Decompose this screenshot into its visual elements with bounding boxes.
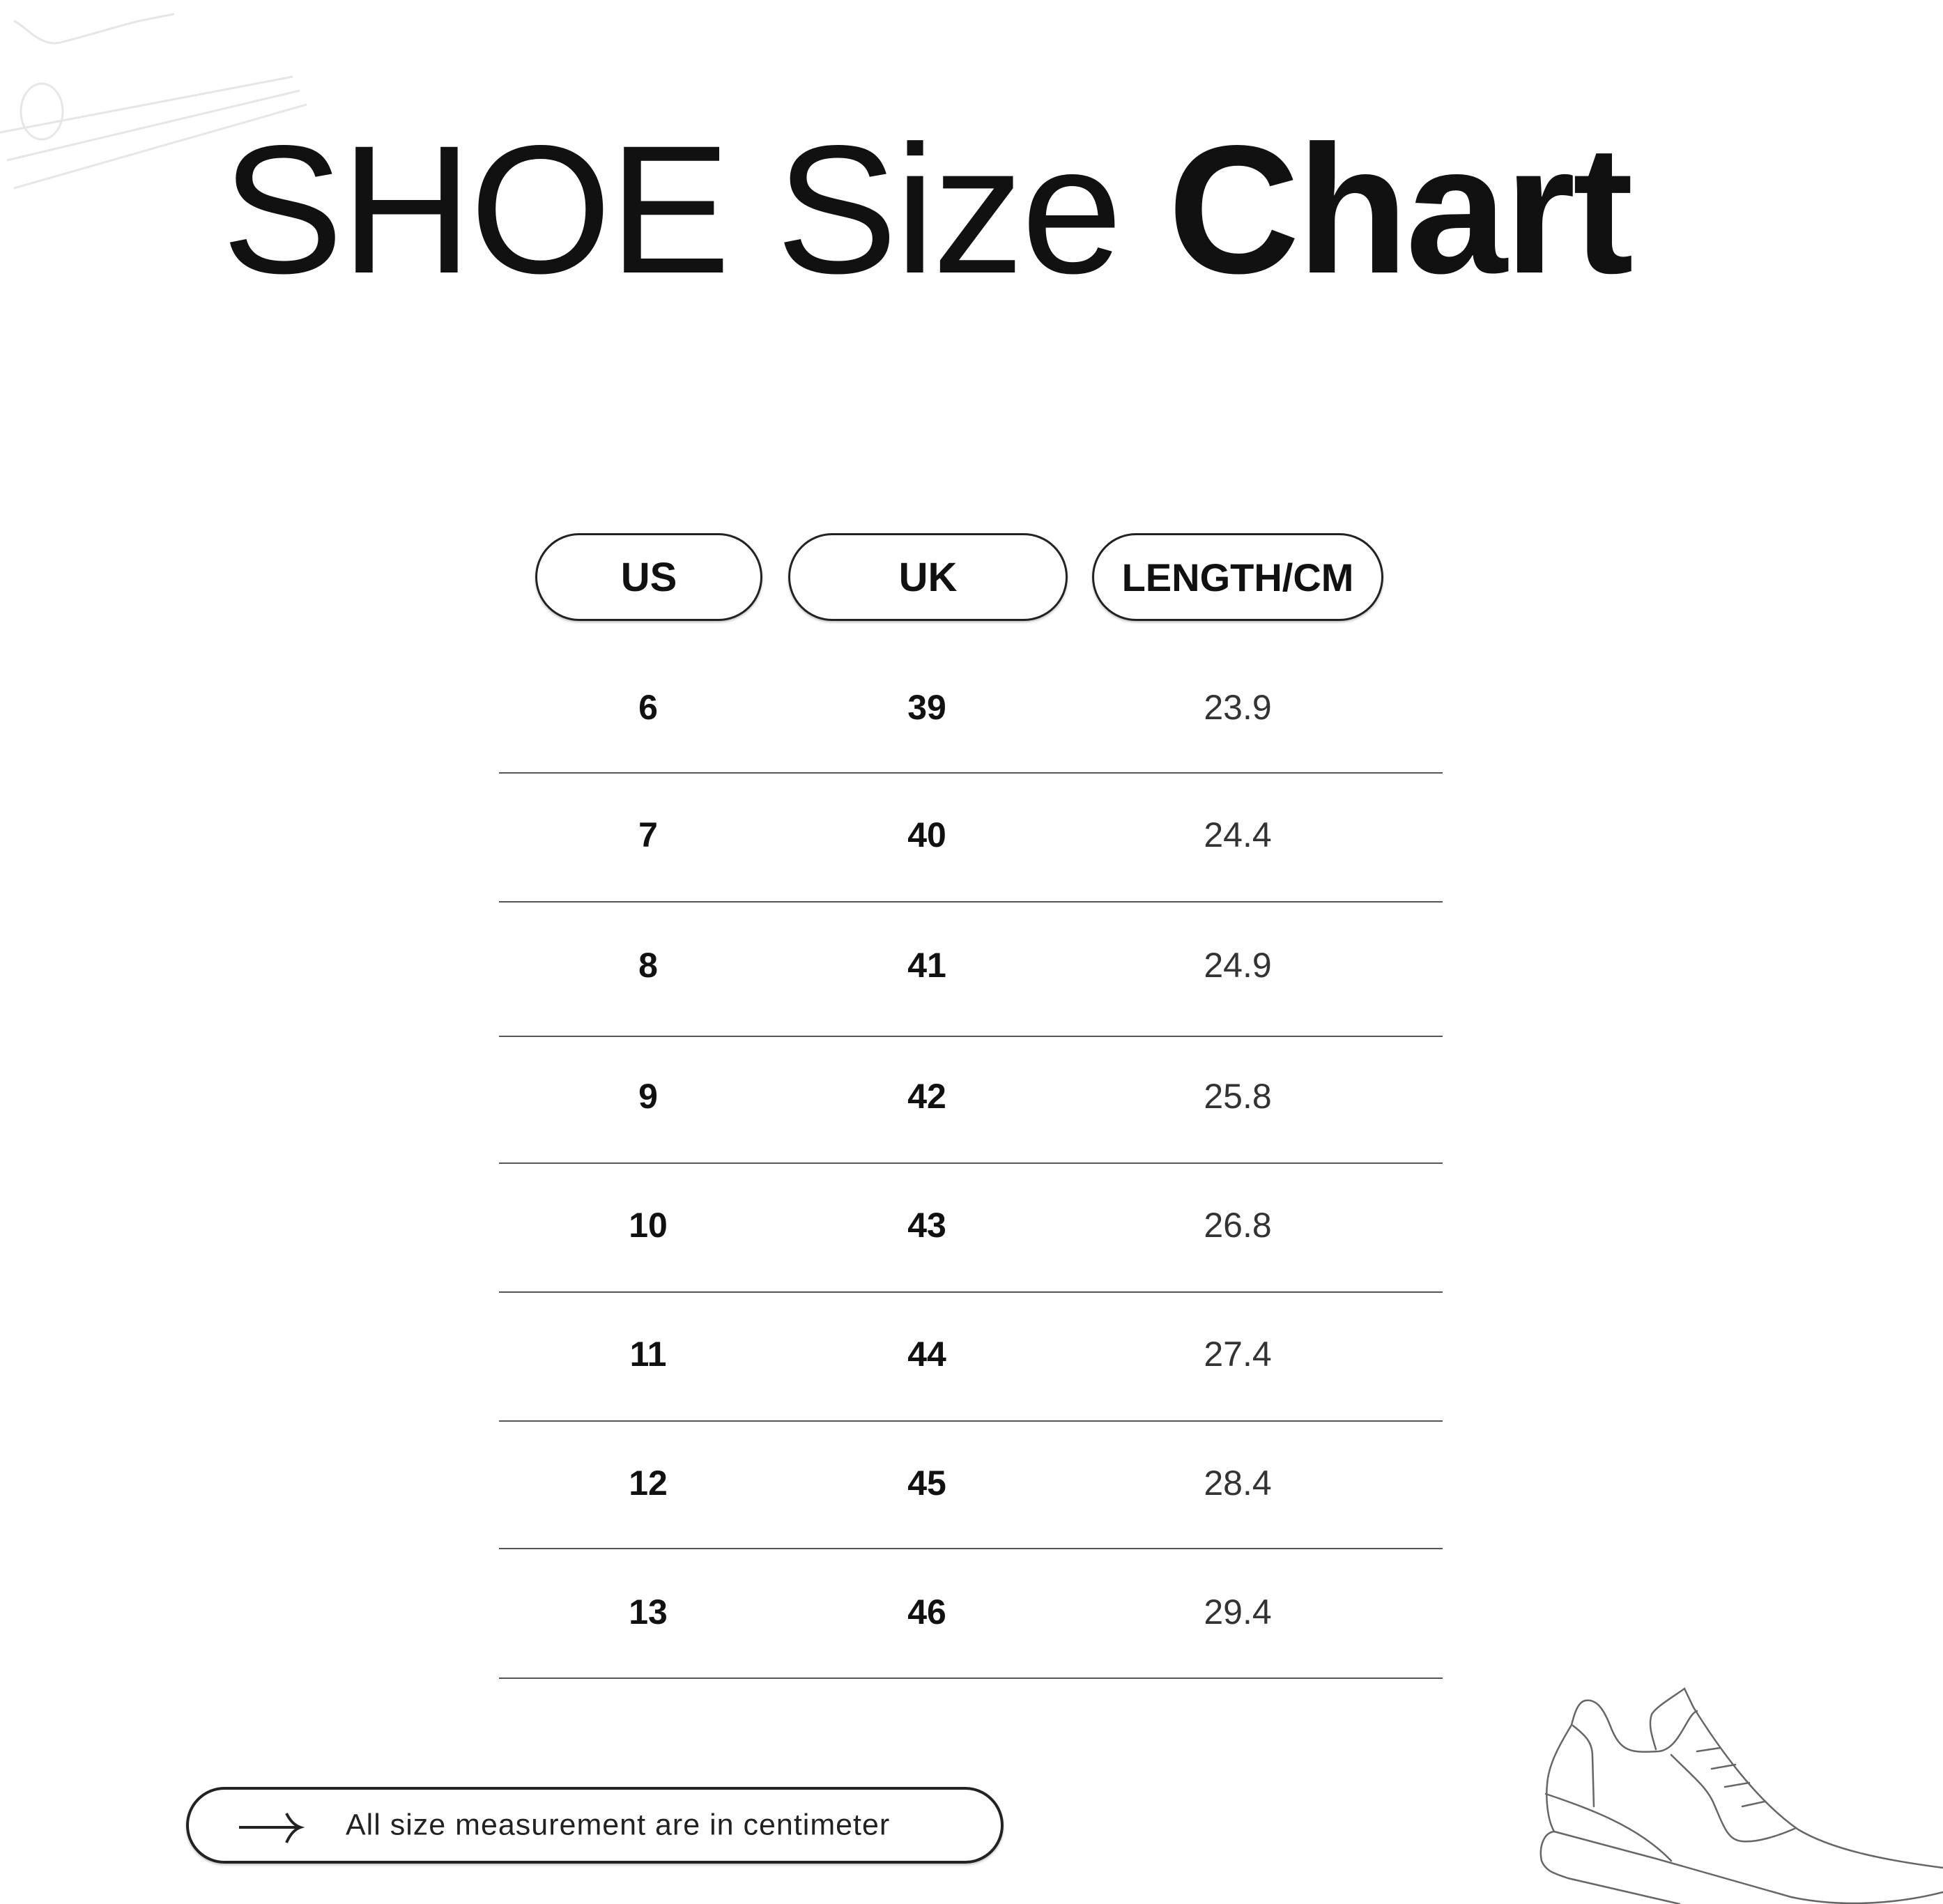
title-bold: Chart	[1167, 107, 1634, 312]
cell-length: 26.8	[1204, 1206, 1272, 1245]
row-divider	[499, 1420, 1443, 1422]
cell-uk: 40	[907, 815, 946, 854]
cell-us: 7	[638, 815, 658, 854]
sneaker-outline-icon	[1539, 1687, 1943, 1904]
cell-uk: 43	[907, 1206, 946, 1245]
cell-length: 25.8	[1204, 1077, 1272, 1116]
cell-length: 23.9	[1204, 688, 1272, 727]
cell-uk: 39	[907, 688, 946, 727]
row-divider	[499, 1677, 1443, 1679]
page-title: SHOE Size Chart	[222, 118, 1634, 301]
cell-us: 10	[629, 1206, 668, 1245]
cell-length: 24.4	[1204, 815, 1272, 854]
row-divider	[499, 1036, 1443, 1037]
row-divider	[499, 901, 1443, 903]
cell-uk: 41	[907, 946, 946, 985]
cell-us: 13	[629, 1592, 668, 1632]
cell-length: 29.4	[1204, 1592, 1272, 1632]
faint-sneaker-outline-icon	[0, 13, 307, 190]
cell-us: 11	[629, 1335, 667, 1374]
row-divider	[499, 772, 1443, 774]
title-light: SHOE Size	[222, 107, 1123, 312]
row-divider	[499, 1548, 1443, 1549]
cell-length: 27.4	[1204, 1335, 1272, 1374]
cell-uk: 46	[907, 1592, 946, 1632]
cell-uk: 42	[907, 1077, 946, 1116]
header-uk: UK	[788, 533, 1068, 621]
cell-uk: 44	[907, 1335, 946, 1374]
cell-length: 28.4	[1204, 1464, 1272, 1503]
cell-us: 8	[638, 946, 658, 985]
cell-us: 12	[629, 1464, 668, 1503]
header-length: LENGTH/CM	[1092, 533, 1383, 621]
note-text: All size measurement are in centimeter	[346, 1808, 891, 1842]
cell-uk: 45	[907, 1464, 946, 1503]
cell-us: 6	[638, 688, 658, 727]
measurement-note: All size measurement are in centimeter	[186, 1787, 1004, 1864]
row-divider	[499, 1162, 1443, 1164]
header-us: US	[535, 533, 762, 621]
arrow-right-icon	[239, 1813, 305, 1843]
cell-length: 24.9	[1204, 946, 1272, 985]
row-divider	[499, 1291, 1443, 1293]
cell-us: 9	[638, 1077, 658, 1116]
